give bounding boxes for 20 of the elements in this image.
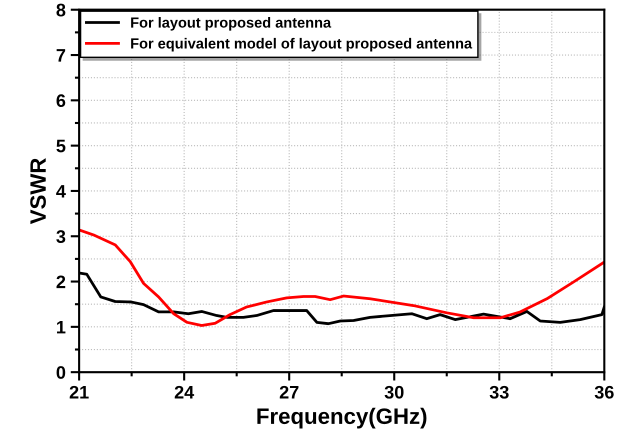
y-tick-label: 1 [57, 320, 66, 334]
x-tick-label: 36 [594, 386, 614, 399]
y-tick-label: 7 [56, 49, 66, 62]
x-tick-label: 33 [490, 386, 509, 399]
y-tick-label: 2 [56, 275, 66, 288]
x-tick-label: 27 [280, 386, 298, 398]
y-tick-label: 4 [56, 185, 66, 198]
x-tick-label: 24 [174, 386, 194, 398]
y-tick-label: 8 [56, 4, 66, 16]
legend-label: For layout proposed antenna [131, 17, 332, 31]
legend-label: For equivalent model of layout proposed antenna [131, 38, 472, 52]
y-tick-label: 0 [56, 366, 66, 379]
y-axis-title: VSWR [30, 158, 46, 224]
y-tick-label: 6 [56, 94, 66, 108]
x-tick-label: 21 [70, 386, 89, 398]
y-tick-label: 3 [56, 230, 66, 243]
x-axis-title: Frequency(GHz) [257, 408, 426, 428]
line-series [79, 228, 604, 327]
y-tick-label: 5 [56, 140, 66, 152]
x-tick-label: 30 [384, 386, 404, 399]
